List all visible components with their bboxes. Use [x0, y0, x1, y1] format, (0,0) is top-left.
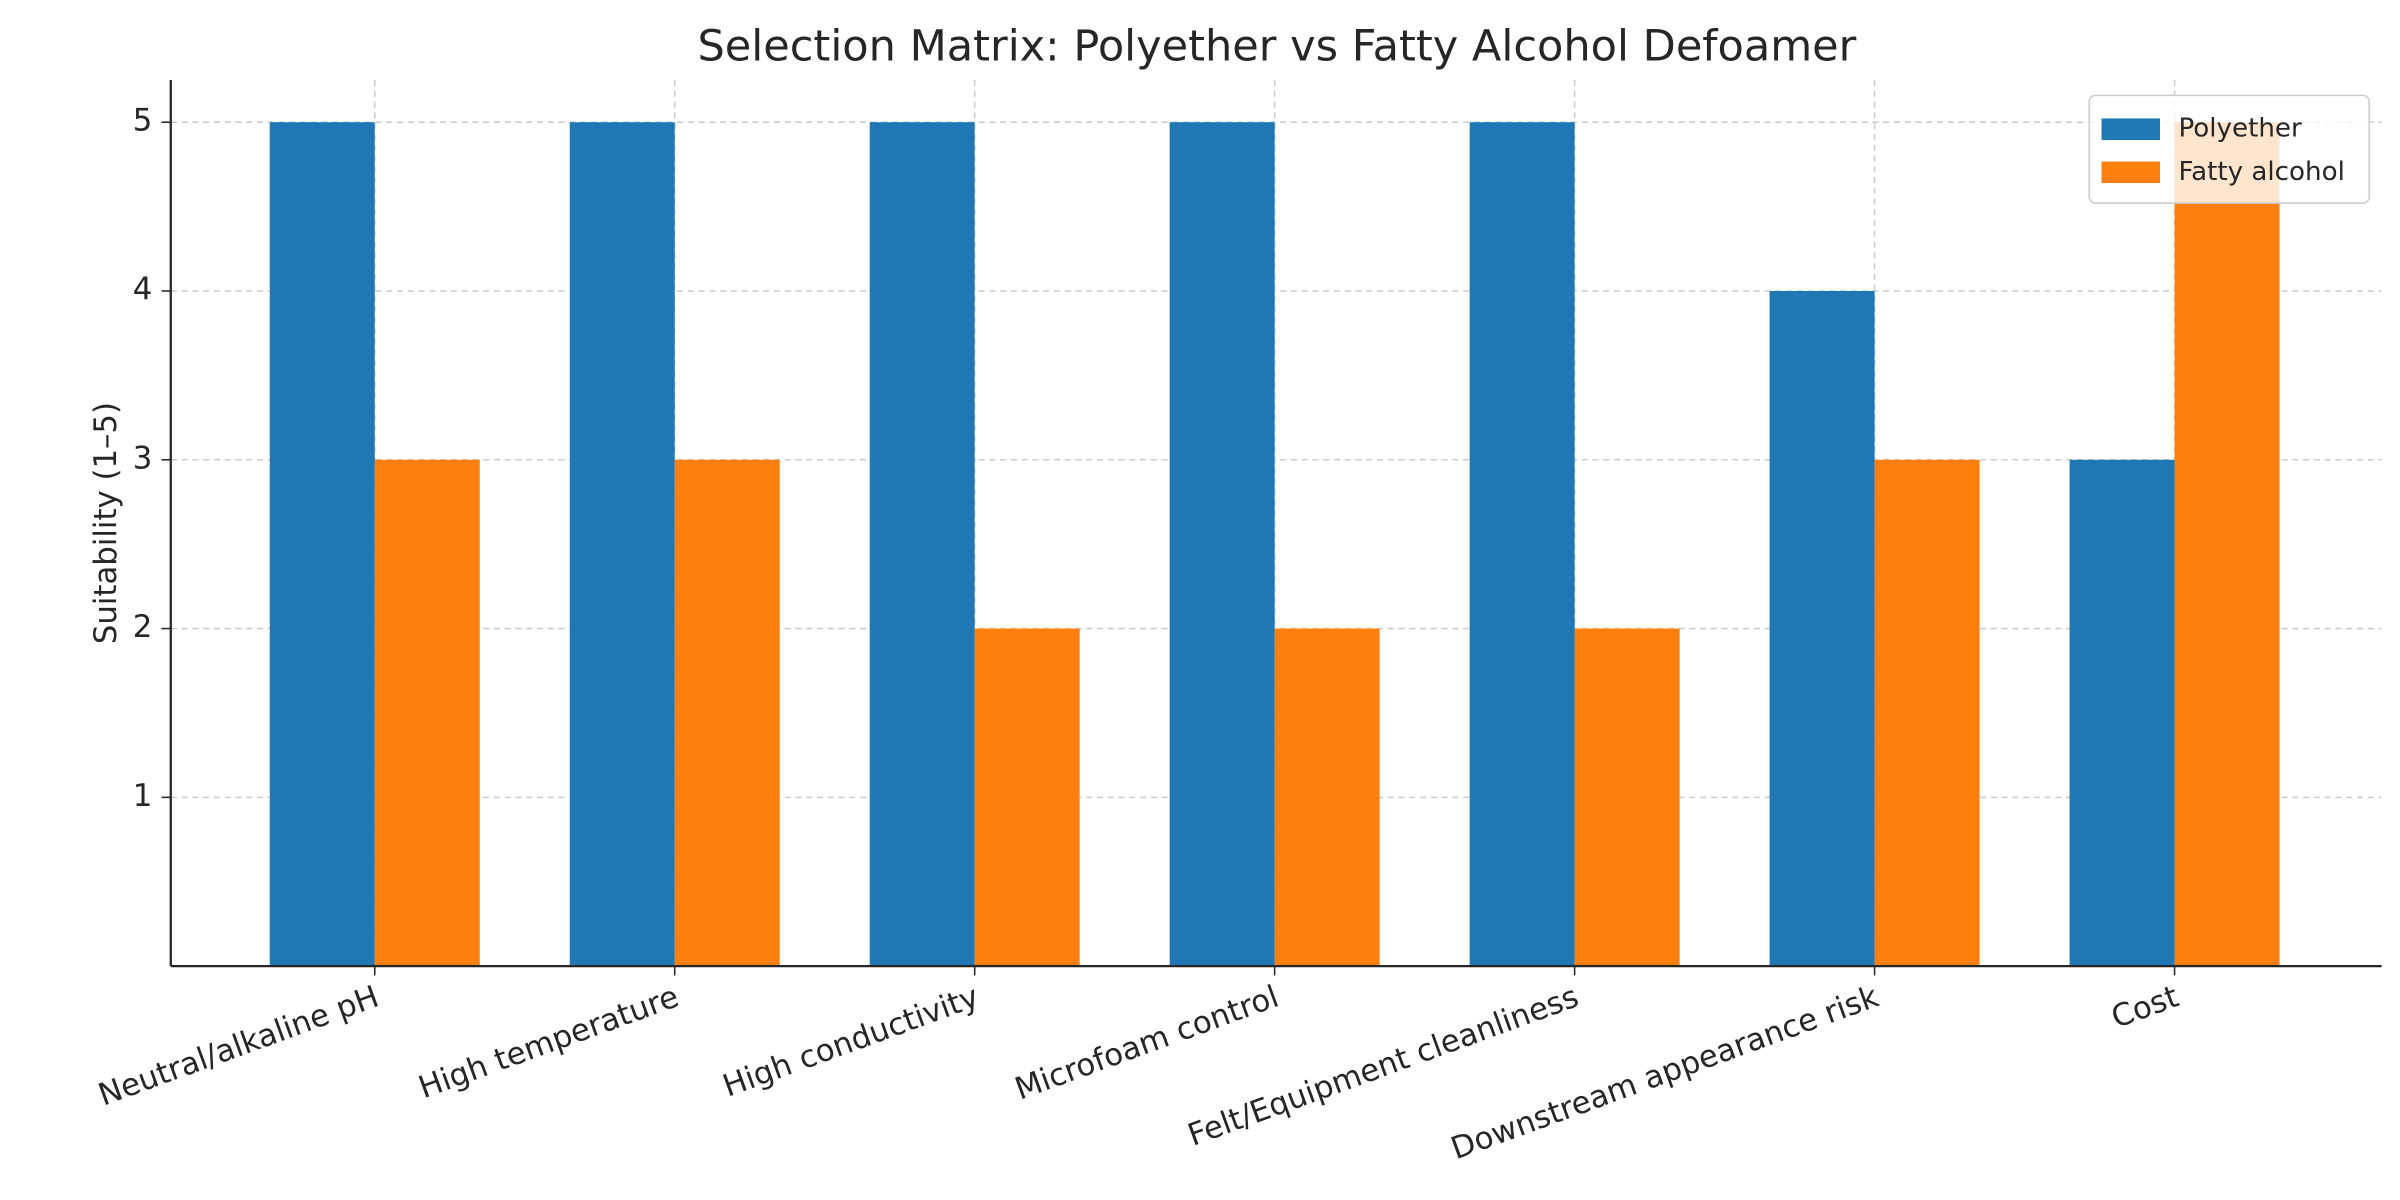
bar [674, 459, 780, 967]
bar [2174, 122, 2280, 967]
bar [974, 628, 1080, 967]
x-tick-label: Cost [2107, 979, 2184, 1036]
y-tick-label: 3 [133, 440, 153, 476]
legend-label: Fatty alcohol [2178, 157, 2344, 187]
bar [374, 459, 480, 967]
bar [1874, 459, 1980, 967]
x-tick-label: High conductivity [718, 979, 983, 1105]
y-axis-label: Suitability (1–5) [88, 402, 124, 644]
y-tick-label: 5 [133, 103, 153, 139]
y-tick-label: 4 [133, 271, 153, 307]
legend-swatch [2101, 118, 2160, 140]
bar [569, 122, 675, 967]
bar [869, 122, 975, 967]
bar [1574, 628, 1680, 967]
bar [1769, 290, 1875, 967]
bar [1469, 122, 1575, 967]
y-tick-label: 1 [133, 778, 153, 814]
legend-swatch [2101, 161, 2160, 184]
bar [1169, 122, 1275, 967]
bar [2069, 459, 2175, 967]
legend-label: Polyether [2178, 114, 2302, 144]
x-tick-label: High temperature [414, 979, 684, 1106]
y-tick-label: 2 [133, 609, 153, 645]
bar [269, 122, 375, 967]
x-tick-label: Neutral/alkaline pH [94, 979, 384, 1114]
legend: Polyether Fatty alcohol [2088, 94, 2371, 204]
chart-title: Selection Matrix: Polyether vs Fatty Alc… [697, 22, 1856, 72]
legend-box [2088, 94, 2371, 204]
bar [1274, 628, 1380, 967]
x-tick-label: Microfoam control [1010, 979, 1283, 1108]
